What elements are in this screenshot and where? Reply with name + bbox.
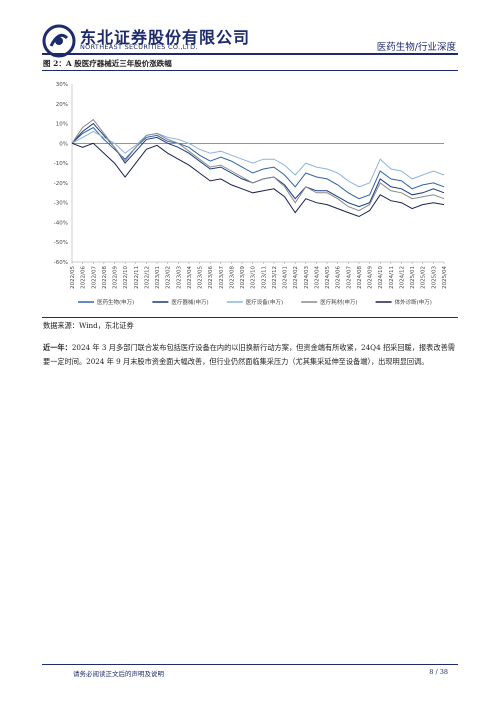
- x-tick-label: 2024/05: [325, 266, 331, 289]
- source-divider: [42, 317, 458, 318]
- x-tick-label: 2024/03: [304, 266, 310, 289]
- x-tick-label: 2022/12: [144, 266, 150, 289]
- company-logo-icon: [42, 24, 76, 58]
- x-tick-label: 2023/11: [261, 266, 267, 289]
- x-tick-label: 2023/07: [219, 266, 225, 289]
- x-axis: 2022/05 2022/06 2022/07 2022/08 2022/09 2022/…: [70, 262, 448, 289]
- y-tick-label: 0%: [59, 141, 68, 147]
- x-tick-label: 2024/02: [293, 266, 299, 289]
- series-line-4: [71, 142, 445, 218]
- x-tick-label: 2023/01: [155, 266, 161, 289]
- x-tick-label: 2024/12: [399, 266, 405, 289]
- series-lines: [71, 118, 445, 218]
- page-header: 东北证券股份有限公司 NORTHEAST SECURITIES CO.,LTD.…: [0, 0, 500, 60]
- x-tick-label: 2023/05: [198, 266, 204, 289]
- x-tick-label: 2023/08: [229, 266, 235, 289]
- x-tick-label: 2024/06: [336, 266, 342, 289]
- figure-title: 图 2：A 股医疗器械近三年股价涨跌幅: [43, 59, 172, 68]
- header-divider: [42, 53, 458, 55]
- x-tick-label: 2024/10: [378, 266, 384, 289]
- x-tick-label: 2025/04: [442, 266, 448, 289]
- x-tick-label: 2022/07: [91, 266, 97, 289]
- x-tick-label: 2024/07: [346, 266, 352, 289]
- x-tick-label: 2023/06: [208, 266, 214, 289]
- y-tick-label: 20%: [56, 102, 68, 108]
- y-tick-label: -40%: [54, 220, 68, 226]
- x-tick-label: 2023/09: [240, 266, 246, 289]
- page-number: 8 / 38: [429, 668, 448, 676]
- x-tick-label: 2023/02: [166, 266, 172, 289]
- x-tick-label: 2025/01: [410, 266, 416, 289]
- series-line-3: [71, 118, 445, 212]
- y-tick-label: -50%: [54, 240, 68, 246]
- x-tick-label: 2022/10: [123, 266, 129, 289]
- y-tick-label: -30%: [54, 201, 68, 207]
- legend-label: 医疗设备(申万): [246, 298, 283, 306]
- company-name-en: NORTHEAST SECURITIES CO.,LTD.: [80, 43, 198, 51]
- legend-label: 医药生物(申万): [97, 298, 134, 306]
- x-tick-label: 2023/03: [176, 266, 182, 289]
- body-paragraph: 近一年：2024 年 3 月多部门联合发布包括医疗设备在内的以旧换新行动方案，但…: [43, 341, 455, 368]
- legend-label: 医疗器械(申万): [171, 298, 208, 306]
- footer-disclaimer: 请务必阅读正文后的声明及说明: [73, 670, 164, 678]
- x-tick-label: 2022/05: [70, 266, 76, 289]
- x-tick-label: 2023/04: [187, 266, 193, 289]
- x-tick-label: 2023/10: [251, 266, 257, 289]
- y-tick-label: -10%: [54, 161, 68, 167]
- x-tick-label: 2024/01: [283, 266, 289, 289]
- x-tick-label: 2024/11: [389, 266, 395, 289]
- data-source: 数据来源：Wind，东北证券: [43, 321, 134, 330]
- series-line-1: [71, 122, 445, 208]
- x-tick-label: 2025/02: [421, 266, 427, 289]
- series-line-0: [71, 126, 445, 200]
- series-line-2: [71, 130, 445, 188]
- x-tick-label: 2022/09: [113, 266, 119, 289]
- x-tick-label: 2022/11: [134, 266, 140, 289]
- x-tick-label: 2022/06: [81, 266, 87, 289]
- figure-title-divider: [42, 70, 458, 71]
- y-tick-label: -60%: [54, 260, 68, 266]
- stock-performance-chart: 30% 20% 10% 0% -10% -20% -30% -40% -50% -60% 2022…: [54, 82, 448, 306]
- x-tick-label: 2025/03: [431, 266, 437, 289]
- paragraph-lead: 近一年：: [43, 343, 72, 352]
- company-name-cn: 东北证券股份有限公司: [80, 28, 251, 47]
- legend-label: 体外诊断(申万): [395, 298, 432, 306]
- y-tick-label: 30%: [56, 82, 68, 88]
- x-tick-label: 2022/08: [102, 266, 108, 289]
- y-tick-label: 10%: [56, 122, 68, 128]
- y-tick-label: -20%: [54, 181, 68, 187]
- chart-legend: 医药生物(申万) 医疗器械(申万) 医疗设备(申万) 医疗耗材(申万) 体外诊断(申万): [78, 298, 432, 306]
- x-tick-label: 2024/04: [314, 266, 320, 289]
- report-category: 医药生物/行业深度: [376, 42, 456, 53]
- paragraph-text: 2024 年 3 月多部门联合发布包括医疗设备在内的以旧换新行动方案，但资金端有…: [43, 343, 455, 366]
- legend-label: 医疗耗材(申万): [320, 298, 357, 306]
- footer-divider: [42, 664, 458, 665]
- y-axis: 30% 20% 10% 0% -10% -20% -30% -40% -50% -60%: [54, 82, 444, 266]
- x-tick-label: 2024/09: [368, 266, 374, 289]
- x-tick-label: 2023/12: [272, 266, 278, 289]
- x-tick-label: 2024/08: [357, 266, 363, 289]
